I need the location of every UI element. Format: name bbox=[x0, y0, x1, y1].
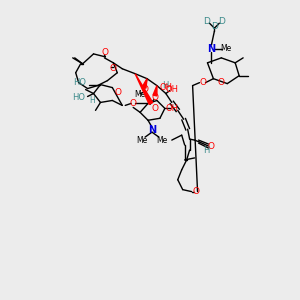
Text: OH: OH bbox=[159, 83, 172, 92]
Text: HO: HO bbox=[74, 78, 87, 87]
Polygon shape bbox=[153, 85, 157, 96]
Text: H: H bbox=[162, 81, 168, 90]
Text: O: O bbox=[192, 187, 199, 196]
Polygon shape bbox=[135, 74, 153, 104]
Text: O: O bbox=[218, 78, 225, 87]
Text: Me: Me bbox=[136, 136, 148, 145]
Text: O: O bbox=[152, 104, 158, 113]
Text: OH: OH bbox=[165, 104, 178, 113]
Text: D: D bbox=[218, 17, 225, 26]
Text: Me: Me bbox=[156, 136, 167, 145]
Text: N: N bbox=[207, 44, 215, 54]
Text: D: D bbox=[203, 17, 210, 26]
Text: Me: Me bbox=[134, 90, 146, 99]
Text: O: O bbox=[115, 88, 122, 97]
Text: H: H bbox=[203, 146, 210, 154]
Text: O: O bbox=[130, 99, 137, 108]
Text: D: D bbox=[211, 22, 218, 31]
Text: O: O bbox=[110, 64, 117, 73]
Text: OH: OH bbox=[165, 85, 178, 94]
Text: H: H bbox=[90, 96, 95, 105]
Text: HO: HO bbox=[73, 93, 85, 102]
Polygon shape bbox=[142, 79, 147, 88]
Text: N: N bbox=[148, 125, 156, 135]
Text: O: O bbox=[199, 78, 206, 87]
Text: O: O bbox=[102, 48, 109, 57]
Text: O: O bbox=[142, 85, 148, 94]
Text: O: O bbox=[152, 93, 158, 102]
Text: Me: Me bbox=[221, 44, 232, 53]
Text: O: O bbox=[208, 142, 215, 151]
